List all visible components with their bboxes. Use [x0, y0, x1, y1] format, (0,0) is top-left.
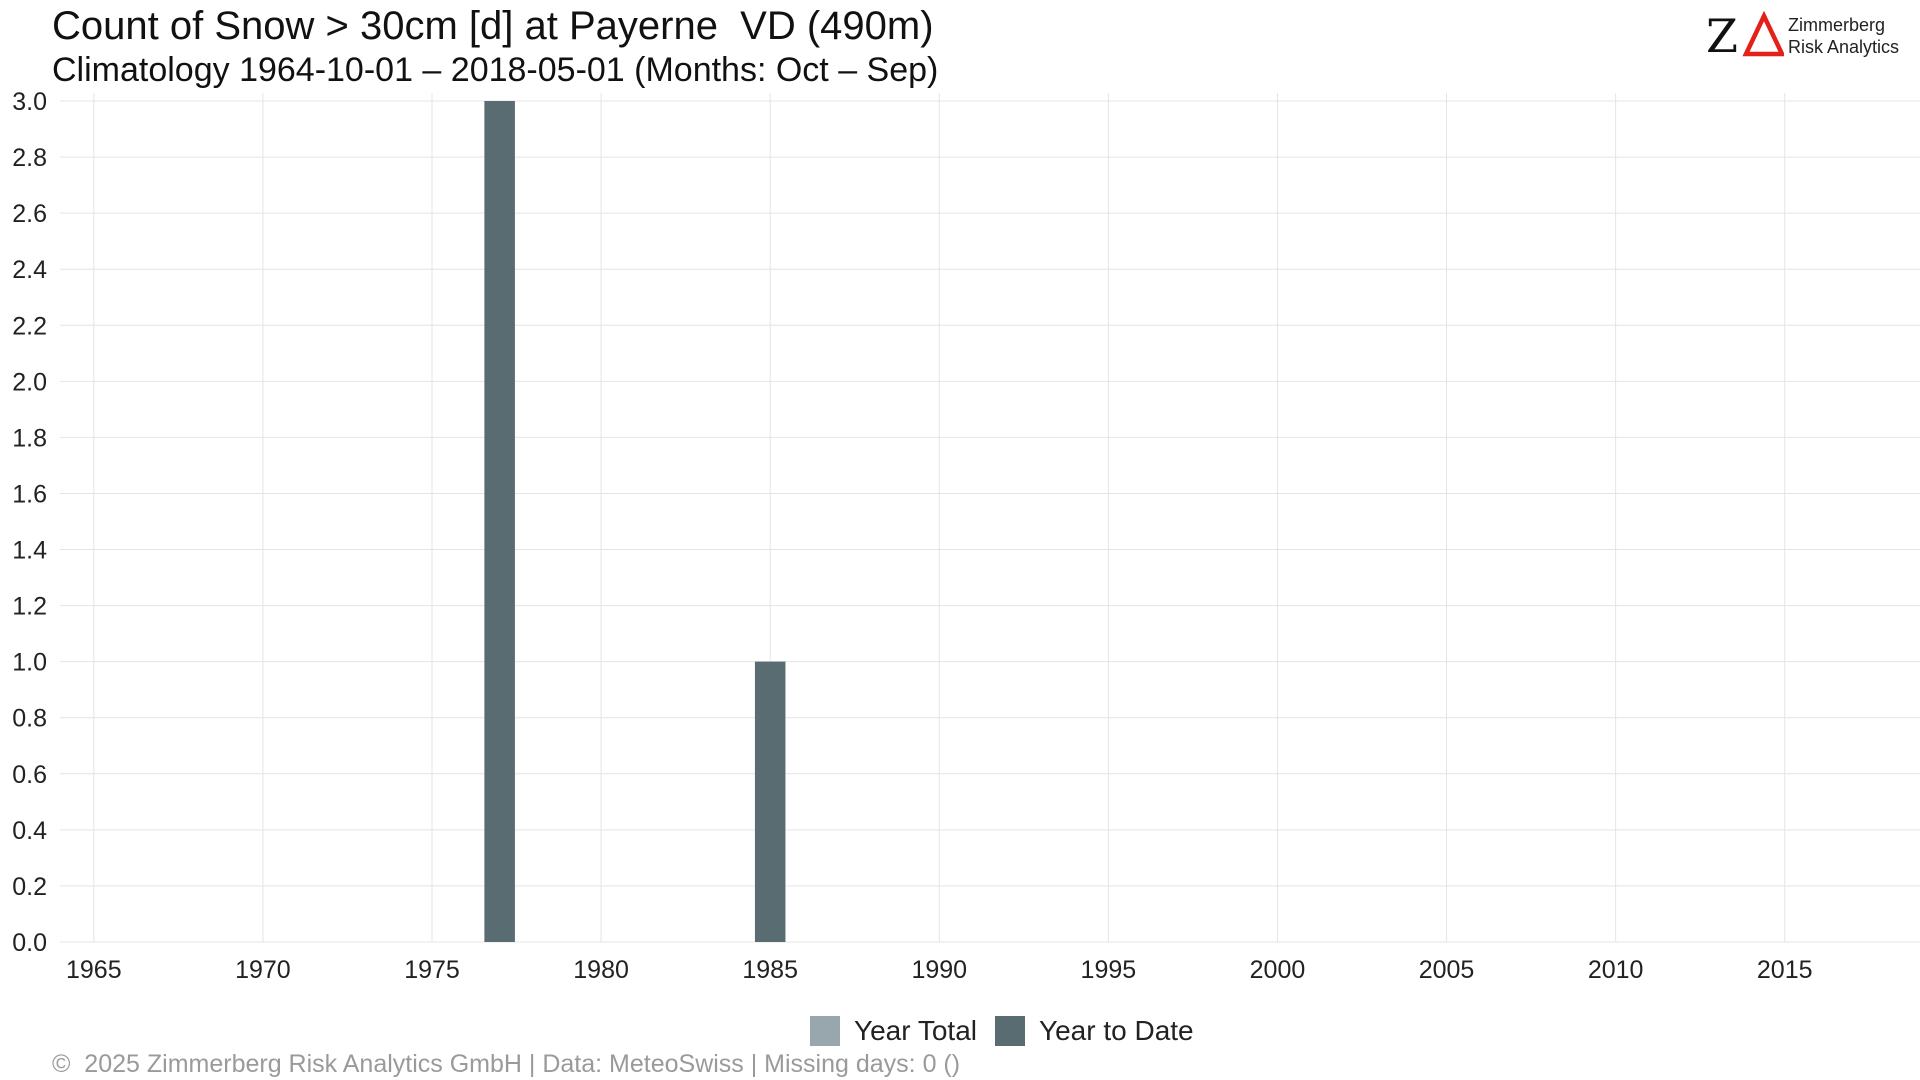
x-tick-label: 1995	[1081, 956, 1137, 984]
legend-label-year-total: Year Total	[854, 1015, 977, 1046]
y-tick-label: 0.8	[12, 705, 47, 733]
y-tick-label: 1.2	[12, 593, 47, 621]
x-tick-label: 1990	[911, 956, 967, 984]
legend-item-year-total: Year Total	[810, 1015, 977, 1047]
y-tick-label: 1.0	[12, 649, 47, 677]
chart-title: Count of Snow > 30cm [d] at Payerne VD (…	[52, 4, 934, 48]
bars	[484, 101, 786, 942]
bar-year-to-date-1977	[484, 101, 515, 942]
x-tick-label: 1965	[66, 956, 122, 984]
y-tick-label: 1.8	[12, 424, 47, 452]
y-axis-ticks: 0.0 0.2 0.4 0.6 0.8 1.0 1.2 1.4 1.6 1.8 2.0 2.2 2.4 2…	[12, 88, 47, 957]
logo-line-2: Risk Analytics	[1788, 37, 1900, 57]
legend-item-year-to-date: Year to Date	[995, 1015, 1194, 1047]
x-tick-label: 2000	[1250, 956, 1306, 984]
y-tick-label: 2.6	[12, 200, 47, 228]
company-logo: Z Zimmerberg Risk Analytics	[1706, 10, 1906, 60]
legend-swatch-year-total	[810, 1016, 840, 1046]
logo-text: Zimmerberg Risk Analytics	[1788, 14, 1899, 58]
x-tick-label: 2015	[1757, 956, 1813, 984]
y-tick-label: 1.4	[12, 537, 47, 565]
logo-line-1: Zimmerberg	[1788, 15, 1886, 35]
y-tick-label: 0.6	[12, 761, 47, 789]
footer-credits: © 2025 Zimmerberg Risk Analytics GmbH | …	[52, 1050, 961, 1078]
x-tick-label: 1985	[742, 956, 798, 984]
legend-label-year-to-date: Year to Date	[1039, 1015, 1194, 1046]
x-tick-label: 1975	[404, 956, 460, 984]
logo-mark-icon: Z	[1706, 10, 1784, 58]
x-tick-label: 2010	[1588, 956, 1644, 984]
y-tick-label: 3.0	[12, 88, 47, 116]
y-tick-label: 0.0	[12, 929, 47, 957]
x-axis-ticks: 1965 1970 1975 1980 1985 1990 1995 2000 2005 2010…	[66, 956, 1813, 984]
y-tick-label: 2.8	[12, 144, 47, 172]
x-tick-label: 1980	[573, 956, 629, 984]
legend-swatch-year-to-date	[995, 1016, 1025, 1046]
x-tick-label: 1970	[235, 956, 291, 984]
grid-lines	[60, 93, 1920, 943]
svg-text:Z: Z	[1706, 10, 1738, 58]
x-tick-label: 2005	[1419, 956, 1475, 984]
y-tick-label: 1.6	[12, 480, 47, 508]
y-tick-label: 2.0	[12, 368, 47, 396]
chart-plot: 0.0 0.2 0.4 0.6 0.8 1.0 1.2 1.4 1.6 1.8 2.0 2.2 2.4 2…	[12, 88, 1920, 984]
y-tick-label: 2.4	[12, 256, 47, 284]
bar-year-to-date-1985	[754, 661, 786, 942]
y-tick-label: 0.4	[12, 817, 47, 845]
y-tick-label: 2.2	[12, 312, 47, 340]
legend: Year Total Year to Date	[810, 1015, 1212, 1047]
chart-subtitle: Climatology 1964-10-01 – 2018-05-01 (Mon…	[52, 51, 939, 89]
y-tick-label: 0.2	[12, 873, 47, 901]
